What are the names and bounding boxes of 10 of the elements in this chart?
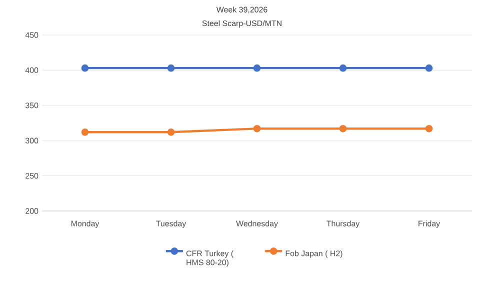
point bbox=[81, 64, 89, 72]
point bbox=[253, 64, 261, 72]
point bbox=[425, 124, 433, 132]
point bbox=[425, 64, 433, 72]
point bbox=[81, 128, 89, 136]
point bbox=[339, 64, 347, 72]
point bbox=[339, 124, 347, 132]
point bbox=[253, 124, 261, 132]
point bbox=[167, 128, 175, 136]
point bbox=[167, 64, 175, 72]
